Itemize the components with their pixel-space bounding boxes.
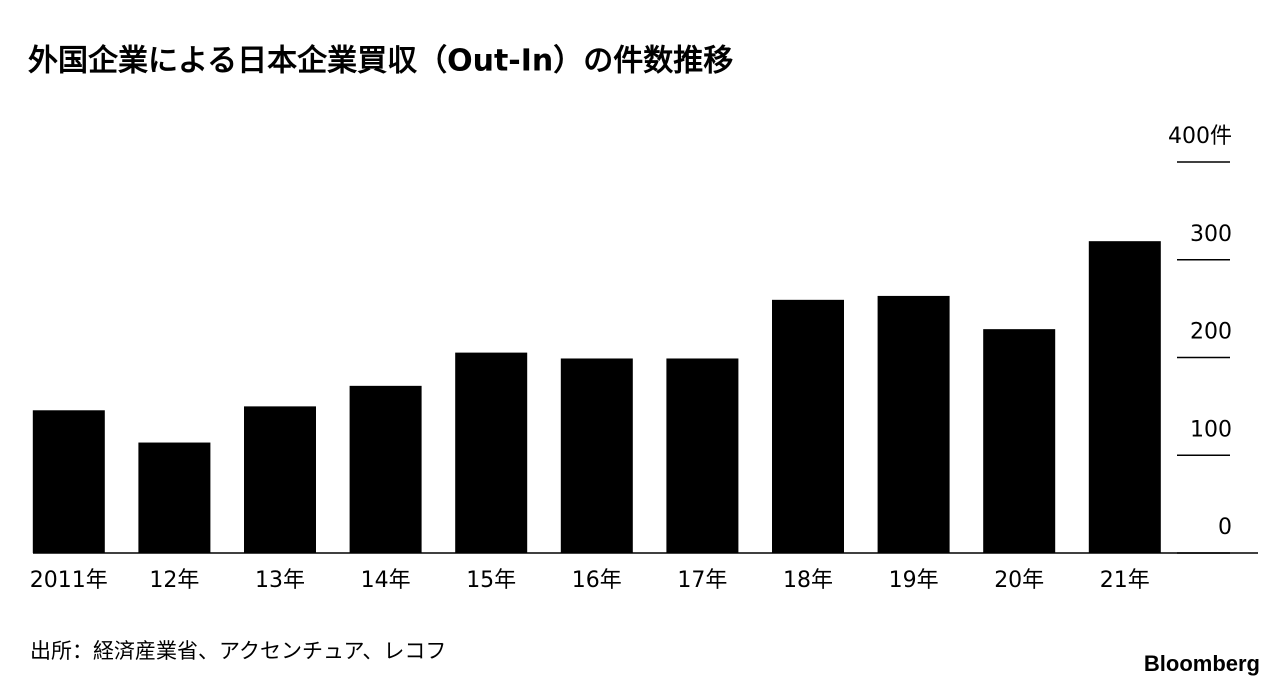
x-tick-label: 2011年 — [30, 568, 108, 593]
x-tick-label: 12年 — [149, 568, 199, 593]
x-tick-label: 13年 — [255, 568, 305, 593]
bar — [1088, 241, 1161, 554]
bar — [877, 295, 950, 553]
bar — [32, 410, 105, 553]
bar — [983, 329, 1056, 553]
bar — [138, 442, 211, 553]
bar — [666, 358, 739, 553]
source-note: 出所：経済産業省、アクセンチュア、レコフ — [30, 639, 446, 663]
y-tick-label: 100 — [1190, 417, 1232, 442]
y-tick-label: 0 — [1218, 515, 1232, 540]
bar — [560, 358, 633, 553]
y-tick-label: 200 — [1190, 320, 1232, 345]
x-tick-label: 20年 — [994, 568, 1044, 593]
chart-title: 外国企業による日本企業買収（Out-In）の件数推移 — [28, 44, 733, 79]
y-tick-label: 400件 — [1168, 124, 1232, 149]
brand-logo: Bloomberg — [1144, 651, 1260, 676]
y-tick-label: 300 — [1190, 222, 1232, 247]
bar — [244, 406, 316, 553]
bar — [349, 385, 422, 553]
x-tick-label: 17年 — [677, 568, 727, 593]
x-tick-label: 14年 — [361, 568, 411, 593]
x-tick-label: 21年 — [1100, 568, 1150, 593]
bar — [772, 299, 844, 553]
x-tick-label: 18年 — [783, 568, 833, 593]
x-tick-label: 19年 — [889, 568, 939, 593]
bar — [455, 352, 528, 553]
x-tick-label: 15年 — [466, 568, 516, 593]
x-tick-label: 16年 — [572, 568, 622, 593]
